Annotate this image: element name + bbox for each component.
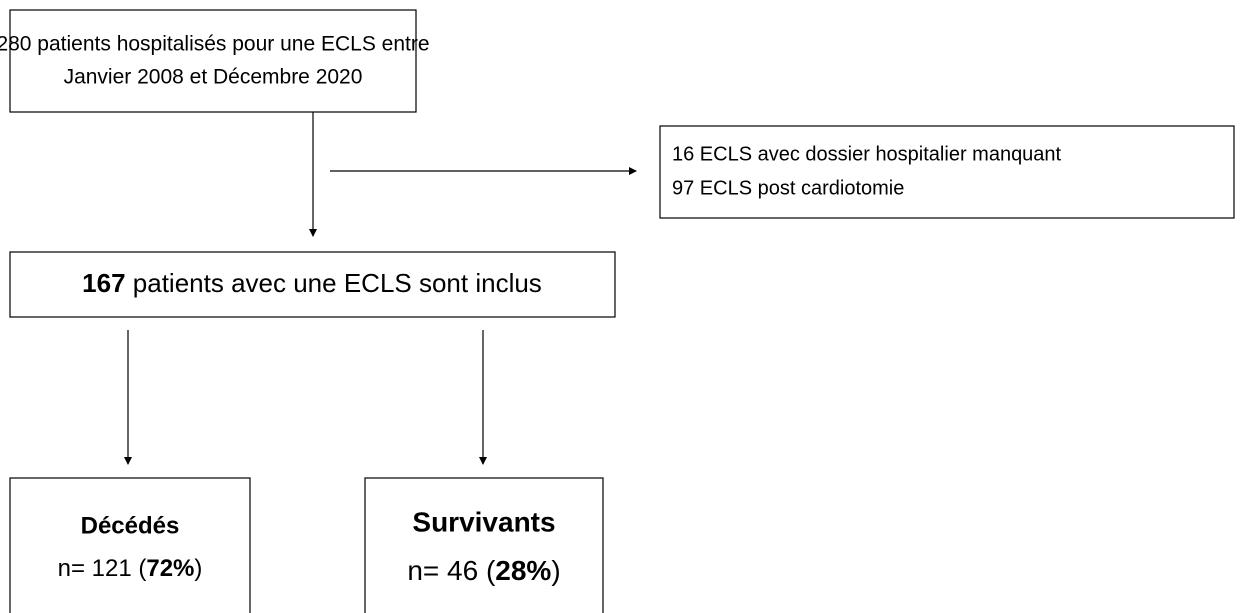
count-prefix: n= 46 ( bbox=[407, 555, 496, 586]
count-suffix: ) bbox=[194, 555, 202, 582]
included-label: patients avec une ECLS sont inclus bbox=[126, 268, 542, 298]
start-box bbox=[9, 9, 417, 113]
start-line: 280 patients hospitalisés pour une ECLS … bbox=[0, 33, 430, 56]
deceased-label: Décédés bbox=[81, 512, 180, 539]
count-suffix: ) bbox=[551, 555, 560, 586]
start-line: Janvier 2008 et Décembre 2020 bbox=[64, 66, 363, 89]
included-box bbox=[9, 251, 616, 318]
count-percent: 28% bbox=[495, 555, 551, 586]
exclusion-line: 97 ECLS post cardiotomie bbox=[672, 177, 904, 199]
exclusion-line: 16 ECLS avec dossier hospitalier manquan… bbox=[672, 143, 1062, 165]
count-prefix: n= 121 ( bbox=[58, 555, 147, 582]
included-count: 167 bbox=[82, 268, 125, 298]
exclusion-box bbox=[659, 125, 1235, 219]
survivors-count: n= 46 (28%) bbox=[407, 555, 560, 586]
survivors-label: Survivants bbox=[412, 506, 555, 537]
deceased-box bbox=[9, 477, 251, 613]
count-percent: 72% bbox=[146, 555, 194, 582]
included-text: 167 patients avec une ECLS sont inclus bbox=[82, 268, 542, 298]
deceased-count: n= 121 (72%) bbox=[58, 555, 203, 582]
survivors-box bbox=[364, 477, 604, 613]
